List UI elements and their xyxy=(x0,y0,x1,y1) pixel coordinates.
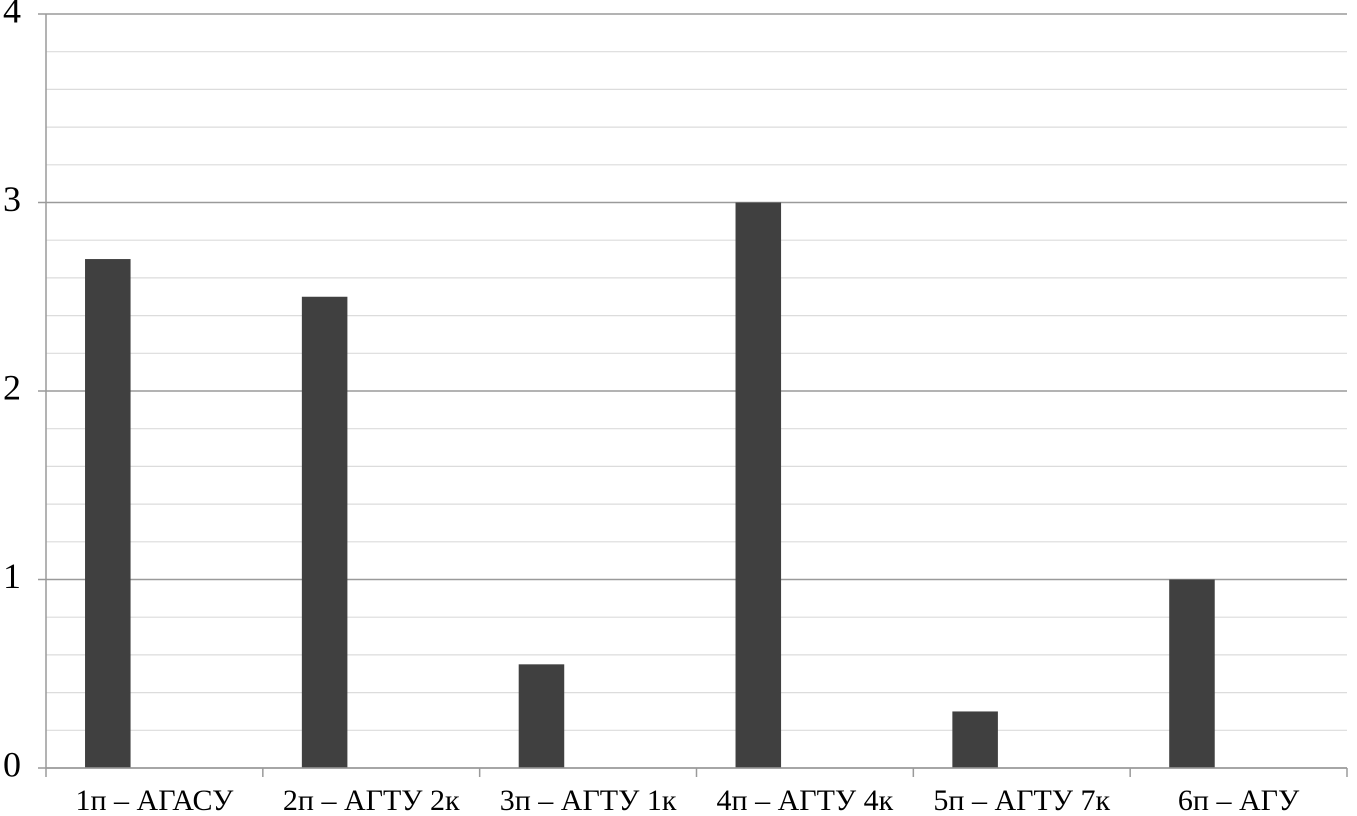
x-tick-label: 4п – АГТУ 4к xyxy=(717,784,894,816)
x-tick-label: 1п – АГАСУ xyxy=(76,784,235,816)
y-tick-label: 2 xyxy=(3,367,21,407)
x-tick-label: 2п – АГТУ 2к xyxy=(283,784,460,816)
bar xyxy=(85,259,131,768)
bar xyxy=(952,711,998,768)
y-tick-label: 3 xyxy=(3,179,21,219)
bar xyxy=(301,296,348,768)
y-tick-label: 0 xyxy=(3,744,21,784)
bar xyxy=(518,664,565,768)
y-tick-label: 4 xyxy=(3,0,21,30)
y-tick-label: 1 xyxy=(3,556,21,596)
x-tick-label: 6п – АГУ xyxy=(1178,784,1300,816)
x-tick-label: 3п – АГТУ 1к xyxy=(500,784,677,816)
x-tick-label: 5п – АГТУ 7к xyxy=(933,784,1110,816)
bar xyxy=(735,202,782,768)
bar xyxy=(1169,579,1215,768)
